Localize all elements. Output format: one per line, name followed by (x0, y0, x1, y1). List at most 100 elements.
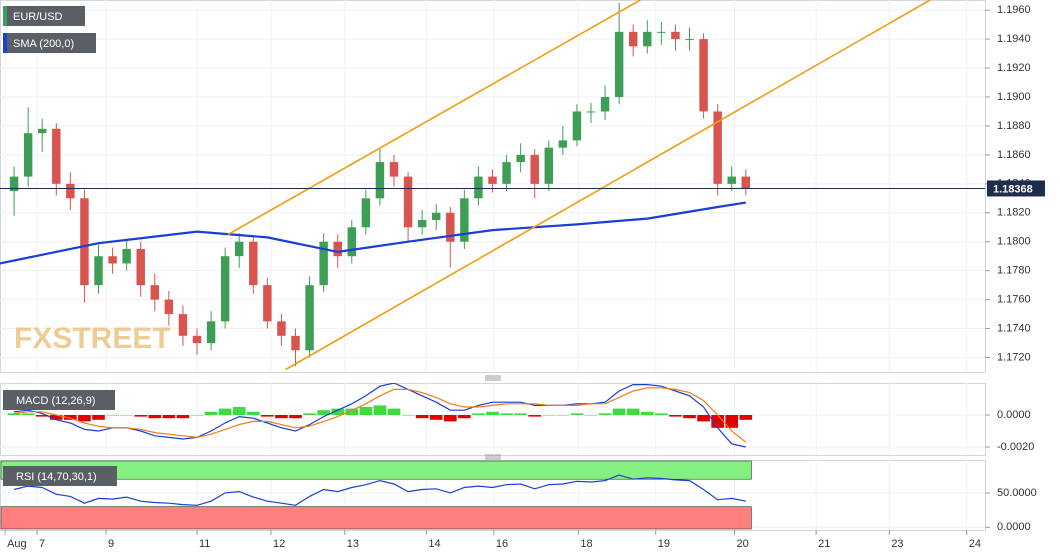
x-tick-label: Aug (7, 538, 27, 550)
histogram-bar (92, 415, 105, 420)
histogram-bar (148, 415, 162, 419)
candle-body (52, 128, 61, 184)
candle-body (685, 39, 694, 41)
histogram-bar (458, 415, 471, 419)
histogram-bar (387, 408, 401, 415)
y-tick-label: 1.1960 (997, 4, 1031, 16)
title-marker (3, 6, 7, 26)
histogram-bar (584, 415, 598, 416)
x-tick-label: 18 (580, 538, 592, 550)
channel-line (285, 0, 931, 371)
candle-body (234, 241, 244, 257)
candle-body (628, 31, 638, 47)
y-tick-label: 1.1900 (997, 91, 1031, 103)
candle-body (249, 241, 258, 286)
candle-body (403, 176, 413, 228)
candle-body (446, 212, 455, 242)
candle-body (643, 31, 652, 47)
candle-body (277, 321, 286, 336)
histogram-bar (261, 415, 274, 417)
histogram-bar (345, 408, 359, 415)
candles (9, 2, 751, 367)
x-tick-label: 13 (347, 538, 359, 550)
title-box (3, 390, 115, 410)
histogram-bar (49, 415, 63, 420)
x-tick-label: 9 (108, 538, 114, 550)
x-tick-label: 23 (891, 538, 903, 550)
resize-handle[interactable] (485, 454, 501, 460)
resize-handle[interactable] (485, 375, 501, 381)
y-tick-label: 1.1880 (997, 120, 1031, 132)
macd-line (14, 383, 746, 448)
histogram-bar (162, 415, 176, 419)
candle-body (530, 154, 539, 184)
histogram-bar (289, 415, 302, 419)
candle-body (9, 176, 19, 192)
layer: Aug 7 9 11 12 13 14 16 18 19 20 21 23 24 1.1720 1.1740 1… (0, 0, 1045, 550)
histogram-bar (401, 415, 415, 416)
last-price-box (987, 180, 1045, 197)
signal-line (14, 387, 747, 443)
histogram-bar (697, 415, 710, 422)
histogram-bar (669, 415, 682, 417)
candle-body (488, 176, 497, 184)
candle-body (699, 39, 708, 112)
candle-body (460, 198, 469, 242)
candle-body (741, 176, 751, 189)
histogram-bar (683, 415, 696, 419)
histogram-bar (7, 413, 21, 415)
x-tick-label: 7 (39, 538, 45, 550)
histogram-bar (443, 415, 457, 422)
last-price-label: 1.18368 (993, 183, 1033, 195)
candle-body (474, 176, 483, 199)
histogram-bar (486, 411, 499, 415)
histogram-bar (246, 411, 260, 415)
y-tick-label: -0.0020 (997, 441, 1034, 453)
candle-body (192, 335, 202, 344)
candle-body (516, 154, 525, 163)
x-tick-label: 21 (818, 538, 830, 550)
candle-body (164, 299, 174, 315)
histogram-bar (120, 415, 133, 416)
candle-body (80, 198, 89, 286)
histogram-bar (35, 415, 49, 417)
histogram-bar (218, 408, 232, 415)
oversold-zone (0, 506, 752, 530)
histogram-bar (21, 413, 35, 415)
y-tick-label: 1.1780 (997, 265, 1031, 277)
panel-title: MACD (12,26,9) (16, 395, 95, 407)
y-tick-label: 1.1760 (997, 294, 1031, 306)
histogram-bar (739, 415, 753, 420)
candle-body (727, 176, 736, 184)
y-tick-label: 50.0000 (997, 487, 1037, 499)
x-tick-label: 14 (428, 538, 440, 550)
histogram-bar (655, 413, 668, 415)
candle-body (333, 241, 342, 257)
histogram-bar (626, 408, 640, 415)
candle-body (136, 248, 145, 286)
histogram-bar (176, 415, 190, 419)
x-tick-label: 11 (199, 538, 210, 550)
candle-body (572, 111, 582, 141)
candle-body (671, 31, 680, 40)
x-tick-label: 19 (658, 538, 670, 550)
histogram-bar (78, 415, 91, 422)
candle-body (361, 198, 371, 228)
histogram-bar (472, 413, 485, 415)
candle-body (66, 183, 75, 199)
histogram-bar (317, 410, 330, 415)
candle-body (600, 96, 610, 112)
histogram-bar (190, 415, 204, 416)
candle-body (544, 147, 554, 184)
candle-body (37, 128, 47, 134)
title-box (3, 6, 85, 26)
histogram-bar (204, 411, 218, 415)
title-box (3, 466, 117, 486)
candle-body (417, 220, 427, 228)
x-tick-label: 20 (737, 538, 749, 550)
x-tick-label: 24 (969, 538, 981, 550)
histogram-bar (373, 405, 387, 415)
histogram-bar (570, 413, 584, 415)
